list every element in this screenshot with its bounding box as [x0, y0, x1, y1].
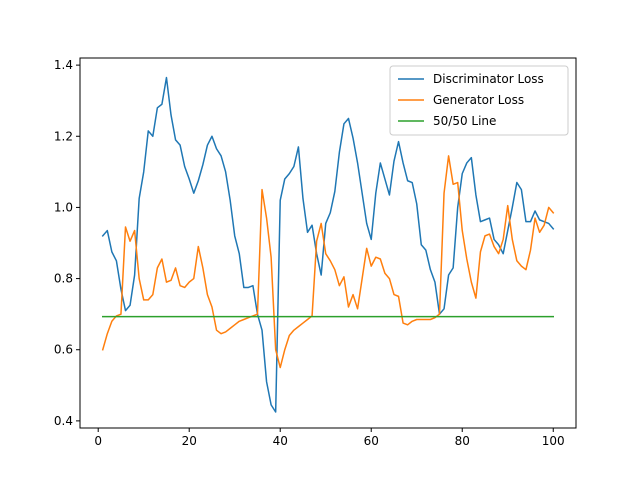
legend-box: [389, 65, 569, 136]
x-tick-label: 80: [455, 434, 470, 448]
x-tick-label: 20: [182, 434, 197, 448]
y-tick-label: 0.8: [54, 272, 73, 286]
y-tick-label: 1.0: [54, 200, 73, 214]
legend: Discriminator Loss Generator Loss 50/50 Li…: [389, 65, 569, 136]
y-tick-label: 0.4: [54, 414, 73, 428]
series-line-discriminator-loss: [101, 76, 555, 413]
legend-label: Generator Loss: [433, 93, 524, 107]
legend-label: Discriminator Loss: [433, 72, 544, 86]
x-tick-label: 40: [273, 434, 288, 448]
y-tick-label: 1.2: [54, 129, 73, 143]
axes-frame: [79, 57, 577, 429]
series-line-generator-loss: [101, 155, 555, 369]
x-tick-label: 0: [94, 434, 102, 448]
x-axis: 0 20 40 60 80 100: [94, 428, 565, 448]
x-tick-label: 100: [542, 434, 565, 448]
y-axis: 0.4 0.6 0.8 1.0 1.2 1.4: [54, 58, 80, 428]
y-tick-label: 0.6: [54, 343, 73, 357]
plot-lines: [101, 76, 555, 413]
x-tick-label: 60: [364, 434, 379, 448]
legend-label: 50/50 Line: [433, 114, 496, 128]
y-tick-label: 1.4: [54, 58, 73, 72]
